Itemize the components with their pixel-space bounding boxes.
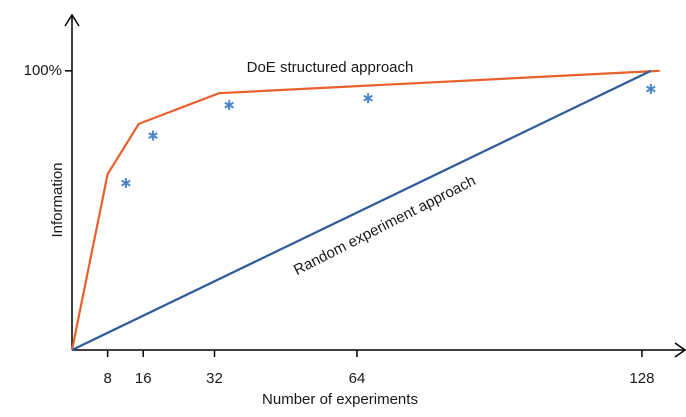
x-tick-label: 32 — [206, 370, 223, 387]
marker — [224, 100, 235, 111]
marker — [646, 83, 656, 94]
annotation: Random experiment approach — [291, 172, 479, 279]
axes — [64, 13, 686, 358]
x-tick-label: 16 — [135, 370, 152, 387]
line — [71, 69, 652, 351]
y-tick-label: 100% — [24, 62, 62, 79]
annotation: DoE structured approach — [247, 59, 414, 76]
x-tick-label: 8 — [103, 370, 111, 387]
x-tick-label: 128 — [629, 370, 654, 387]
marker — [148, 130, 158, 141]
x-tick-label: 64 — [349, 370, 366, 387]
marker — [121, 178, 131, 189]
marker — [363, 93, 373, 104]
y-axis-label: Information — [49, 162, 66, 237]
x-axis-label: Number of experiments — [262, 391, 418, 408]
line — [70, 69, 660, 351]
